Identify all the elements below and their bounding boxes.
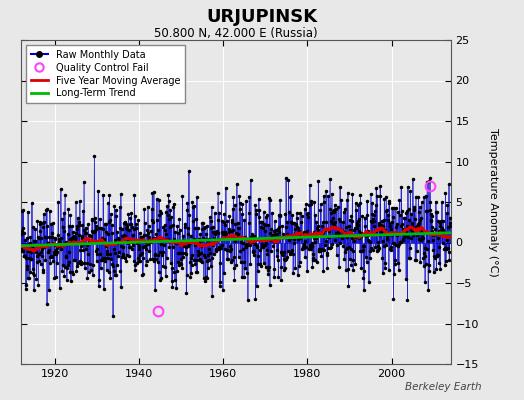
Y-axis label: Temperature Anomaly (°C): Temperature Anomaly (°C) (488, 128, 498, 276)
Text: URJUPINSK: URJUPINSK (206, 8, 318, 26)
Title: 50.800 N, 42.000 E (Russia): 50.800 N, 42.000 E (Russia) (154, 27, 318, 40)
Text: Berkeley Earth: Berkeley Earth (406, 382, 482, 392)
Legend: Raw Monthly Data, Quality Control Fail, Five Year Moving Average, Long-Term Tren: Raw Monthly Data, Quality Control Fail, … (26, 45, 185, 103)
